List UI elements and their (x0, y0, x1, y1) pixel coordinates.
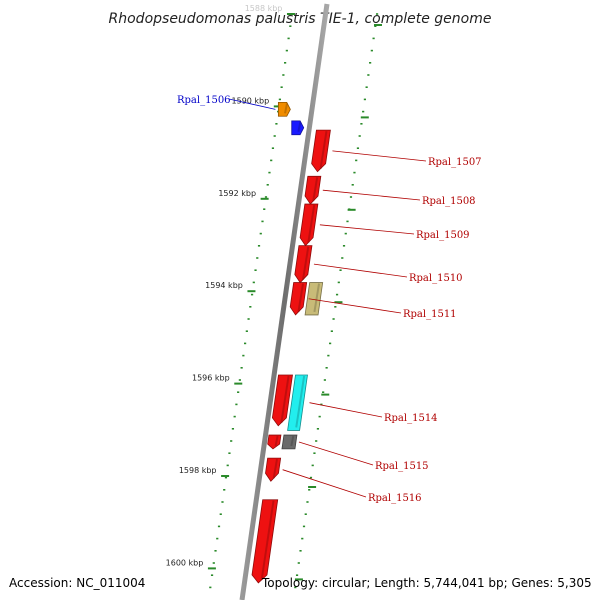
gene-shade (307, 204, 316, 243)
scale-label: 1600 kbp (166, 558, 204, 567)
gene-glyph[interactable] (304, 175, 322, 205)
gene-glyph[interactable] (287, 374, 308, 431)
gene-label[interactable]: Rpal_1516 (368, 493, 422, 504)
gene-glyph[interactable] (281, 434, 298, 450)
gene-label[interactable]: Rpal_1510 (409, 273, 463, 284)
gene-glyph[interactable] (265, 457, 282, 482)
gene-glyph[interactable] (299, 203, 319, 247)
gene-glyph[interactable] (251, 499, 279, 584)
gene-label[interactable]: Rpal_1508 (422, 196, 476, 207)
gene-glyph[interactable] (289, 282, 308, 316)
gene-shade (290, 435, 295, 447)
callout-line (319, 224, 415, 235)
gene-glyph[interactable] (277, 102, 291, 117)
gene-shade (295, 375, 306, 428)
genome-backbone (239, 3, 330, 600)
scale-label: 1598 kbp (179, 466, 217, 475)
gene-label[interactable]: Rpal_1507 (428, 157, 482, 168)
gene-glyph[interactable] (271, 374, 293, 427)
gene-shade (313, 283, 321, 313)
gene-glyph[interactable] (304, 282, 324, 316)
callout-line (228, 98, 276, 110)
gene-shade (280, 375, 290, 423)
gene-shade (284, 103, 288, 114)
scale-labels: 1588 kbp 1590 kbp 1592 kbp 1594 kbp 1596 kbp… (166, 4, 283, 567)
callout-line (313, 263, 408, 278)
callout-line (322, 189, 421, 201)
gene-shade (272, 458, 278, 479)
gene-shade (302, 246, 310, 280)
callout-line (308, 298, 402, 314)
gene-glyph[interactable] (267, 434, 282, 450)
gene-shade (312, 177, 319, 202)
callout-line (282, 469, 367, 498)
gene-label[interactable]: Rpal_1514 (384, 413, 438, 424)
inner-tick-ring (294, 13, 382, 589)
map-title: Rhodopseudomonas palustris TIE-1, comple… (109, 11, 492, 27)
outer-tick-ring (207, 13, 295, 589)
callout-line (332, 150, 427, 162)
gene-glyphs (251, 102, 331, 584)
scale-label: 1588 kbp (245, 4, 283, 13)
gene-label[interactable]: Rpal_1515 (375, 461, 429, 472)
topology-text: Topology: circular; Length: 5,744,041 bp… (261, 576, 592, 590)
gene-callouts: Rpal_1506 Rpal_1507 Rpal_1508 Rpal_1509 Rpal… (177, 95, 482, 504)
gene-shade (297, 283, 305, 313)
gene-glyph[interactable] (291, 120, 305, 136)
scale-label: 1592 kbp (218, 189, 256, 198)
gene-label[interactable]: Rpal_1506 (177, 95, 231, 106)
gene-shade (319, 130, 328, 169)
scale-label: 1594 kbp (205, 281, 243, 290)
scale-label: 1596 kbp (192, 374, 230, 383)
gene-glyph[interactable] (311, 129, 331, 173)
gene-shade (297, 121, 302, 132)
gene-shade (260, 500, 275, 581)
callout-line (298, 441, 374, 466)
gene-label[interactable]: Rpal_1511 (403, 309, 457, 320)
accession-text: Accession: NC_011004 (9, 576, 145, 590)
gene-glyph[interactable] (294, 245, 313, 284)
gene-label[interactable]: Rpal_1509 (416, 230, 470, 241)
scale-label: 1590 kbp (232, 96, 270, 105)
gene-shade (274, 435, 279, 447)
callout-line (309, 402, 383, 418)
